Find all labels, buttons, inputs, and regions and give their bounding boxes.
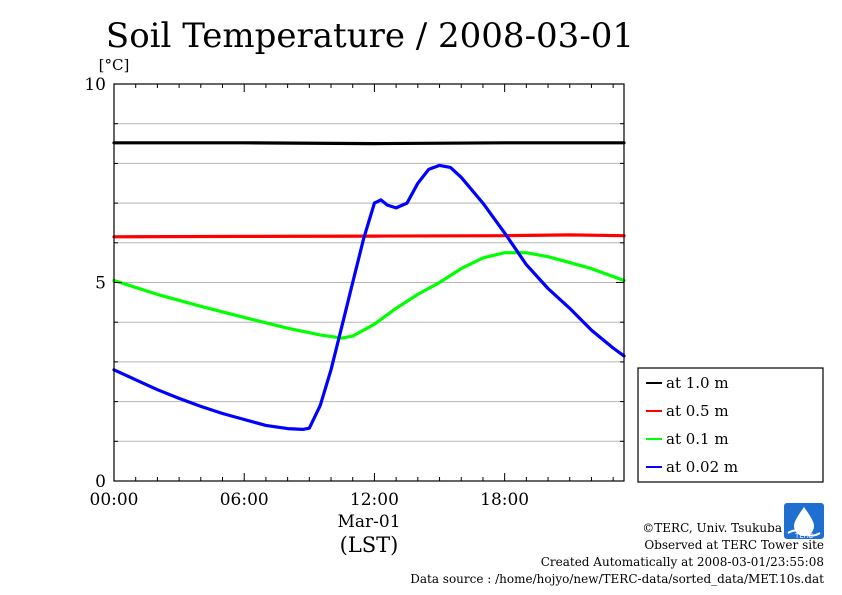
series-line-3 <box>112 163 626 431</box>
credit-site: Observed at TERC Tower site <box>644 538 824 552</box>
x-tick-label: 12:00 <box>350 490 399 510</box>
legend-label: at 0.02 m <box>666 458 738 476</box>
legend-label: at 0.5 m <box>666 402 729 420</box>
legend: at 1.0 m at 0.5 m at 0.1 m at 0.02 m <box>637 367 824 483</box>
series-line-1 <box>112 233 626 239</box>
x-tick-label: 18:00 <box>480 490 529 510</box>
grid-lines <box>114 123 624 442</box>
logo-text: TERC <box>794 532 813 540</box>
series-lines <box>112 141 626 431</box>
series-line-0 <box>112 141 626 146</box>
legend-box <box>637 367 824 483</box>
y-tick-label: 5 <box>95 274 106 294</box>
series-line-2 <box>112 251 626 340</box>
y-tick-label: 10 <box>84 75 106 95</box>
credit-created: Created Automatically at 2008-03-01/23:5… <box>540 555 824 569</box>
x-tick-label: 06:00 <box>220 490 269 510</box>
credit-source: Data source : /home/hojyo/new/TERC-data/… <box>410 572 824 586</box>
x-axis-ticks: 00:00 06:00 12:00 18:00 <box>90 84 614 510</box>
legend-label: at 1.0 m <box>666 374 729 392</box>
chart-title: Soil Temperature / 2008-03-01 <box>106 16 634 56</box>
credit-copyright: ©TERC, Univ. Tsukuba <box>642 521 782 535</box>
y-axis-ticks: 0 5 10 <box>84 75 624 492</box>
terc-logo: TERC <box>784 503 824 540</box>
legend-label: at 0.1 m <box>666 430 729 448</box>
y-axis-unit-label: [°C] <box>99 56 130 74</box>
x-axis-label: (LST) <box>340 533 399 557</box>
x-tick-label: 00:00 <box>90 490 139 510</box>
x-axis-date-label: Mar-01 <box>337 512 400 532</box>
y-tick-label: 0 <box>95 472 106 492</box>
